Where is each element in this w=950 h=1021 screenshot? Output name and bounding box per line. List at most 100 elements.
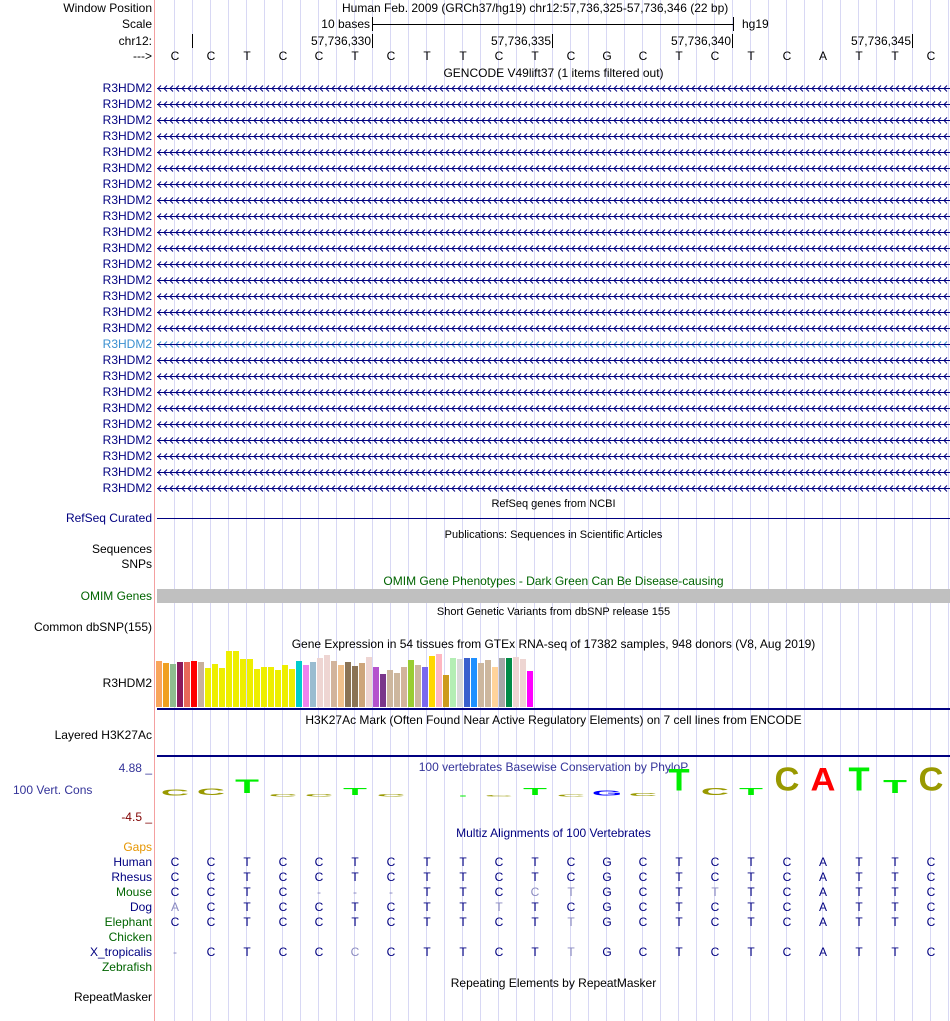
- gtex-tissue-bar[interactable]: [289, 669, 295, 707]
- gtex-tissue-bar[interactable]: [268, 667, 274, 707]
- gencode-row-label[interactable]: R3HDM2: [102, 81, 152, 95]
- gencode-row-label[interactable]: R3HDM2: [102, 353, 152, 367]
- gencode-gene-feature[interactable]: [157, 117, 950, 124]
- gtex-tissue-bar[interactable]: [492, 667, 498, 707]
- gencode-gene-feature[interactable]: [157, 405, 950, 412]
- gencode-gene-feature[interactable]: [157, 85, 950, 92]
- gtex-tissue-bar[interactable]: [359, 663, 365, 707]
- gtex-tissue-bar[interactable]: [156, 661, 162, 707]
- gtex-tissue-bar[interactable]: [387, 670, 393, 707]
- gencode-row-label[interactable]: R3HDM2: [102, 145, 152, 159]
- gtex-tissue-bar[interactable]: [324, 655, 330, 707]
- gtex-tissue-bar[interactable]: [219, 668, 225, 707]
- gtex-tissue-bar[interactable]: [310, 662, 316, 707]
- gtex-tissue-bar[interactable]: [296, 661, 302, 707]
- gtex-tissue-bar[interactable]: [471, 658, 477, 707]
- gtex-tissue-bar[interactable]: [499, 658, 505, 707]
- gtex-track-label[interactable]: R3HDM2: [102, 676, 152, 690]
- gencode-gene-feature[interactable]: [157, 389, 950, 396]
- gtex-tissue-bar[interactable]: [429, 656, 435, 707]
- gtex-tissue-bar[interactable]: [191, 661, 197, 707]
- gtex-tissue-bar[interactable]: [450, 658, 456, 707]
- gencode-gene-feature[interactable]: [157, 469, 950, 476]
- omim-feature-bar[interactable]: [157, 589, 950, 603]
- gencode-gene-feature[interactable]: [157, 373, 950, 380]
- gtex-tissue-bar[interactable]: [366, 657, 372, 707]
- gtex-tissue-bar[interactable]: [338, 665, 344, 707]
- gtex-tissue-bar[interactable]: [317, 658, 323, 707]
- gencode-gene-feature[interactable]: [157, 357, 950, 364]
- gtex-tissue-bar[interactable]: [247, 659, 253, 707]
- conservation-track-label[interactable]: 100 Vert. Cons: [13, 783, 93, 797]
- species-label[interactable]: Rhesus: [111, 870, 152, 884]
- gtex-tissue-bar[interactable]: [373, 667, 379, 707]
- publications-track-title[interactable]: Publications: Sequences in Scientific Ar…: [444, 529, 663, 541]
- gencode-row-label[interactable]: R3HDM2: [102, 433, 152, 447]
- conservation-track-title[interactable]: 100 vertebrates Basewise Conservation by…: [418, 760, 689, 774]
- gencode-gene-feature[interactable]: [157, 101, 950, 108]
- gencode-row-label[interactable]: R3HDM2: [102, 225, 152, 239]
- gencode-row-label[interactable]: R3HDM2: [102, 97, 152, 111]
- species-label[interactable]: Dog: [129, 900, 152, 914]
- gtex-tissue-bar[interactable]: [443, 674, 449, 707]
- gencode-gene-feature[interactable]: [157, 325, 950, 332]
- gencode-gene-feature[interactable]: [157, 133, 950, 140]
- refseq-gene-line[interactable]: [157, 518, 950, 519]
- gencode-gene-feature[interactable]: [157, 293, 950, 300]
- gencode-track-title[interactable]: GENCODE V49lift37 (1 items filtered out): [443, 66, 664, 80]
- refseq-track-title[interactable]: RefSeq genes from NCBI: [491, 498, 616, 510]
- gencode-gene-feature[interactable]: [157, 341, 950, 348]
- gtex-tissue-bar[interactable]: [177, 662, 183, 707]
- gtex-tissue-bar[interactable]: [401, 667, 407, 707]
- gtex-tissue-bar[interactable]: [345, 662, 351, 707]
- gencode-gene-feature[interactable]: [157, 149, 950, 156]
- gtex-tissue-bar[interactable]: [506, 658, 512, 707]
- gencode-row-label[interactable]: R3HDM2: [102, 193, 152, 207]
- gtex-tissue-bar[interactable]: [226, 651, 232, 707]
- gencode-row-label[interactable]: R3HDM2: [102, 449, 152, 463]
- gtex-tissue-bar[interactable]: [163, 663, 169, 707]
- gencode-gene-feature[interactable]: [157, 485, 950, 492]
- gtex-tissue-bar[interactable]: [233, 651, 239, 707]
- gtex-tissue-bar[interactable]: [170, 663, 176, 707]
- gtex-tissue-bar[interactable]: [422, 667, 428, 707]
- species-label[interactable]: Chicken: [108, 930, 152, 944]
- publications-sequences-label[interactable]: Sequences: [91, 542, 152, 556]
- species-label[interactable]: Elephant: [104, 915, 152, 929]
- gencode-row-label[interactable]: R3HDM2: [102, 385, 152, 399]
- gencode-row-label[interactable]: R3HDM2: [102, 273, 152, 287]
- gtex-tissue-bar[interactable]: [380, 673, 386, 707]
- repeatmasker-track-label[interactable]: RepeatMasker: [73, 990, 152, 1004]
- species-label[interactable]: Zebrafish: [101, 960, 152, 974]
- dbsnp-track-title[interactable]: Short Genetic Variants from dbSNP releas…: [436, 606, 671, 618]
- omim-track-label[interactable]: OMIM Genes: [80, 589, 152, 603]
- gtex-tissue-bar[interactable]: [303, 665, 309, 707]
- gtex-tissue-bar[interactable]: [415, 665, 421, 707]
- species-label[interactable]: X_tropicalis: [89, 945, 152, 959]
- species-label[interactable]: Human: [113, 855, 152, 869]
- h3k27ac-track-title[interactable]: H3K27Ac Mark (Often Found Near Active Re…: [305, 713, 802, 727]
- gencode-gene-feature[interactable]: [157, 181, 950, 188]
- gtex-tissue-bar[interactable]: [198, 662, 204, 707]
- gtex-tissue-bar[interactable]: [240, 659, 246, 707]
- publications-snps-label[interactable]: SNPs: [121, 557, 152, 571]
- gencode-gene-feature[interactable]: [157, 229, 950, 236]
- gencode-row-label[interactable]: R3HDM2: [102, 257, 152, 271]
- gencode-row-label[interactable]: R3HDM2: [102, 369, 152, 383]
- gtex-tissue-bar[interactable]: [436, 654, 442, 707]
- h3k27ac-track-label[interactable]: Layered H3K27Ac: [54, 728, 152, 742]
- gtex-tissue-bar[interactable]: [261, 667, 267, 707]
- gencode-row-label[interactable]: R3HDM2: [102, 481, 152, 495]
- gtex-tissue-bar[interactable]: [457, 659, 463, 707]
- repeatmasker-track-title[interactable]: Repeating Elements by RepeatMasker: [450, 976, 657, 990]
- gtex-track-title[interactable]: Gene Expression in 54 tissues from GTEx …: [291, 637, 816, 651]
- gtex-tissue-bar[interactable]: [184, 662, 190, 707]
- gtex-tissue-bar[interactable]: [352, 666, 358, 707]
- gtex-tissue-bar[interactable]: [485, 660, 491, 707]
- omim-track-title[interactable]: OMIM Gene Phenotypes - Dark Green Can Be…: [383, 574, 724, 588]
- gtex-tissue-bar[interactable]: [205, 668, 211, 707]
- gencode-row-label[interactable]: R3HDM2: [102, 113, 152, 127]
- gencode-row-label[interactable]: R3HDM2: [102, 401, 152, 415]
- gtex-tissue-bar[interactable]: [331, 661, 337, 707]
